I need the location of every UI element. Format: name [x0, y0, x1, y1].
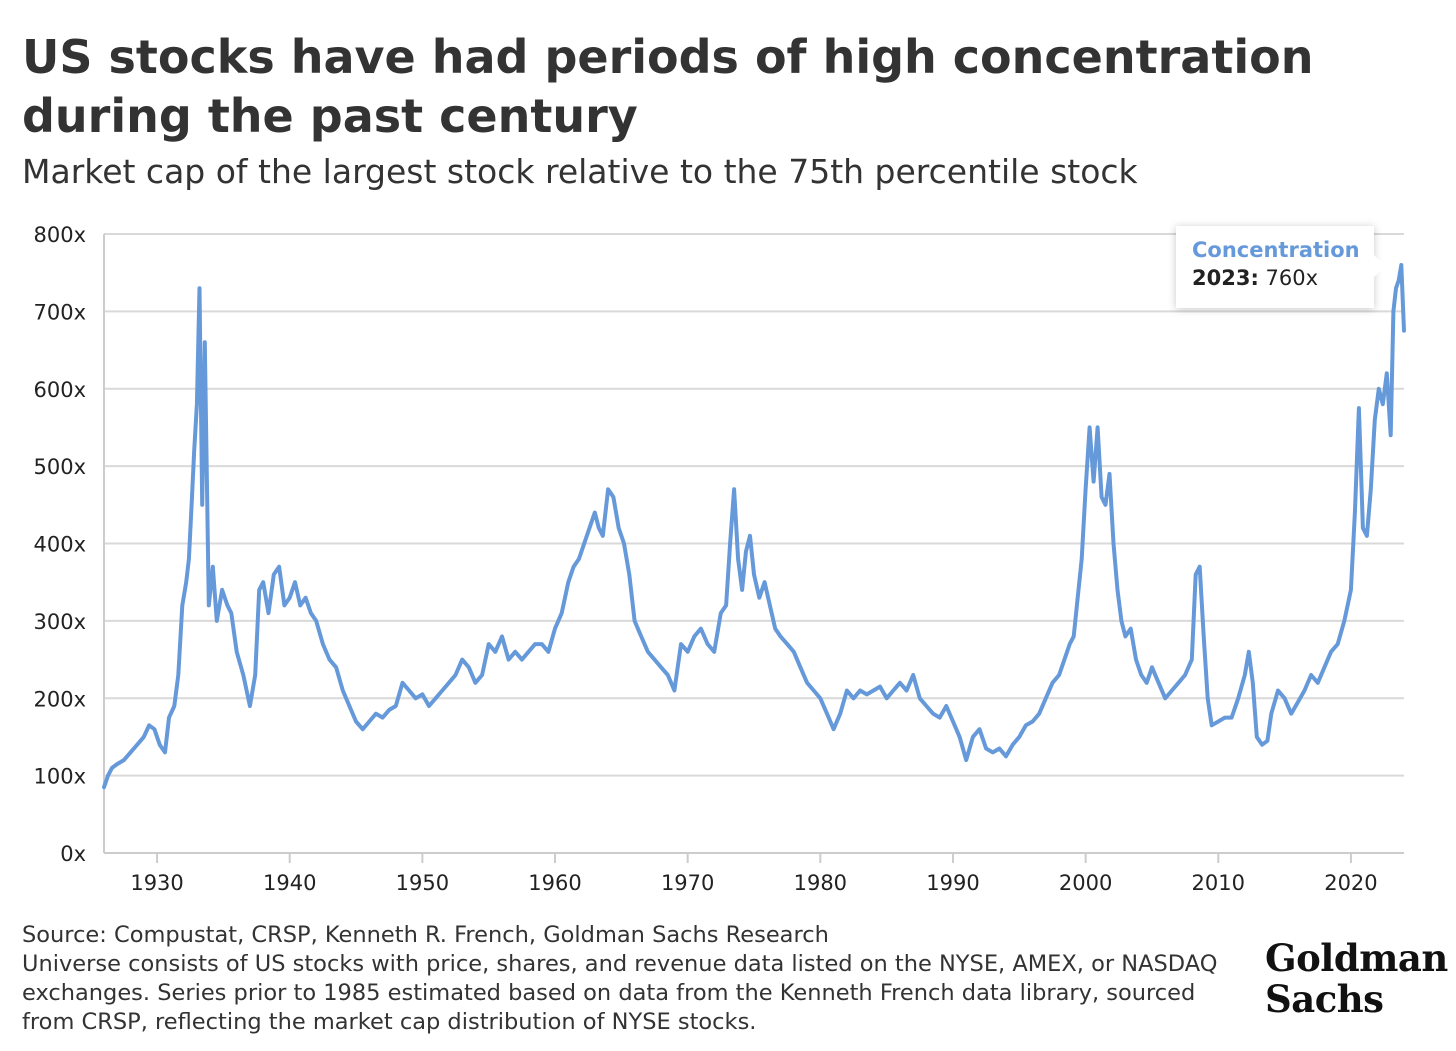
y-axis: 0x 100x 200x 300x 400x 500x 600x 700x 800x: [33, 223, 105, 866]
x-tick-label: 2010: [1192, 871, 1245, 895]
y-tick-label: 400x: [33, 533, 86, 557]
tooltip-value: 760x: [1265, 266, 1319, 290]
goldman-sachs-logo: Goldman Sachs: [1265, 936, 1448, 1021]
source-note: Source: Compustat, CRSP, Kenneth R. Fren…: [22, 922, 829, 948]
x-axis: 1930 1940 1950 1960 1970 1980 1990 2000 2010 2020: [130, 853, 1378, 895]
y-tick-label: 200x: [33, 687, 86, 711]
series-group: [102, 263, 1406, 790]
y-tick-label: 0x: [60, 842, 86, 866]
x-tick-label: 1960: [528, 871, 581, 895]
x-tick-label: 1970: [661, 871, 714, 895]
tooltip-year: 2023:: [1192, 266, 1259, 290]
page-title: US stocks have had periods of high conce…: [22, 30, 1314, 143]
tooltip-series-name: Concentration: [1192, 238, 1360, 262]
y-tick-label: 700x: [33, 300, 86, 324]
tooltip-pointer: [1373, 254, 1385, 278]
y-tick-label: 100x: [33, 765, 86, 789]
x-tick-label: 1980: [794, 871, 847, 895]
x-tick-label: 1940: [263, 871, 316, 895]
chart-subtitle: Market cap of the largest stock relative…: [22, 152, 1138, 191]
footnotes: Source: Compustat, CRSP, Kenneth R. Fren…: [22, 921, 1247, 1037]
y-tick-label: 300x: [33, 610, 86, 634]
x-tick-label: 2000: [1059, 871, 1112, 895]
grid-lines: [104, 233, 1404, 854]
series-line-concentration: [102, 263, 1406, 790]
x-tick-label: 1990: [926, 871, 979, 895]
y-tick-label: 500x: [33, 455, 86, 479]
tooltip: Concentration 2023: 760x: [1176, 226, 1374, 308]
y-tick-label: 800x: [33, 223, 86, 247]
tooltip-value-line: 2023: 760x: [1192, 264, 1374, 292]
x-tick-label: 2020: [1324, 871, 1377, 895]
x-tick-label: 1950: [396, 871, 449, 895]
methodology-note: Universe consists of US stocks with pric…: [22, 951, 1218, 1035]
y-tick-label: 600x: [33, 378, 86, 402]
x-tick-label: 1930: [130, 871, 183, 895]
